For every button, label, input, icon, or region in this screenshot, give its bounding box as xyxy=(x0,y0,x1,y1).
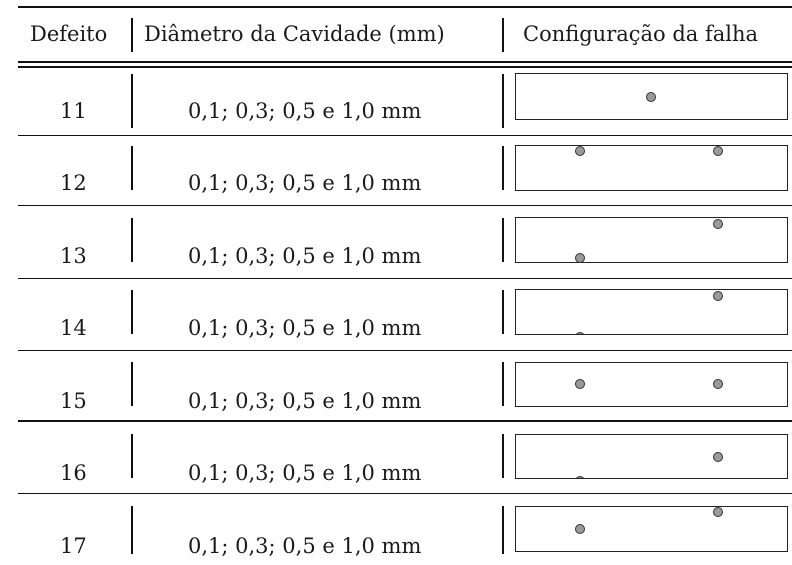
column-divider xyxy=(502,362,504,406)
cavity-dot xyxy=(713,452,723,462)
cell-diametro: 0,1; 0,3; 0,5 e 1,0 mm xyxy=(188,99,422,123)
cell-defeito: 11 xyxy=(60,99,87,123)
cavity-dot xyxy=(575,146,585,156)
header-divider xyxy=(502,18,504,52)
row-rule xyxy=(18,350,792,351)
column-divider xyxy=(131,434,133,478)
column-divider xyxy=(131,290,133,334)
header-defeito: Defeito xyxy=(30,22,108,46)
cavity-dot xyxy=(575,253,585,263)
cell-defeito: 14 xyxy=(60,316,87,340)
column-divider xyxy=(502,290,504,334)
column-divider xyxy=(131,218,133,262)
fault-config-diagram xyxy=(515,434,788,479)
cavity-dot xyxy=(713,291,723,301)
cell-diametro: 0,1; 0,3; 0,5 e 1,0 mm xyxy=(188,171,422,195)
row-rule xyxy=(18,420,792,422)
fault-config-diagram xyxy=(515,506,788,552)
cell-diametro: 0,1; 0,3; 0,5 e 1,0 mm xyxy=(188,389,422,413)
cavity-dot xyxy=(646,92,656,102)
cell-diametro: 0,1; 0,3; 0,5 e 1,0 mm xyxy=(188,534,422,558)
column-divider xyxy=(131,74,133,128)
fault-config-diagram xyxy=(515,217,788,263)
cavity-dot xyxy=(713,146,723,156)
column-divider xyxy=(131,362,133,406)
defect-table: Defeito Diâmetro da Cavidade (mm) Config… xyxy=(18,0,792,565)
row-rule xyxy=(18,135,792,136)
column-divider xyxy=(502,506,504,554)
row-rule xyxy=(18,278,792,279)
column-divider xyxy=(502,434,504,478)
cavity-dot xyxy=(713,507,723,517)
cell-diametro: 0,1; 0,3; 0,5 e 1,0 mm xyxy=(188,461,422,485)
fault-config-diagram xyxy=(515,289,788,335)
header-rule xyxy=(18,61,792,63)
cell-defeito: 16 xyxy=(60,461,87,485)
fault-config-diagram xyxy=(515,145,788,191)
cell-defeito: 13 xyxy=(60,244,87,268)
fault-config-diagram xyxy=(515,73,788,120)
column-divider xyxy=(502,74,504,128)
row-rule xyxy=(18,493,792,494)
cavity-dot xyxy=(575,524,585,534)
fault-config-diagram xyxy=(515,362,788,407)
cell-defeito: 12 xyxy=(60,171,87,195)
row-rule xyxy=(18,205,792,206)
column-divider xyxy=(131,146,133,190)
top-rule xyxy=(18,6,792,8)
header-configuracao: Configuração da falha xyxy=(523,22,759,46)
header-rule xyxy=(18,66,792,68)
cavity-dot xyxy=(713,219,723,229)
cell-defeito: 15 xyxy=(60,389,87,413)
column-divider xyxy=(502,218,504,262)
header-divider xyxy=(131,18,133,52)
cavity-dot-partial xyxy=(575,332,585,334)
cavity-dot xyxy=(713,379,723,389)
cell-defeito: 17 xyxy=(60,534,87,558)
cavity-dot xyxy=(575,379,585,389)
header-diametro: Diâmetro da Cavidade (mm) xyxy=(144,22,445,46)
column-divider xyxy=(502,146,504,190)
column-divider xyxy=(131,506,133,554)
cell-diametro: 0,1; 0,3; 0,5 e 1,0 mm xyxy=(188,316,422,340)
cell-diametro: 0,1; 0,3; 0,5 e 1,0 mm xyxy=(188,244,422,268)
cavity-dot-partial xyxy=(575,476,585,478)
